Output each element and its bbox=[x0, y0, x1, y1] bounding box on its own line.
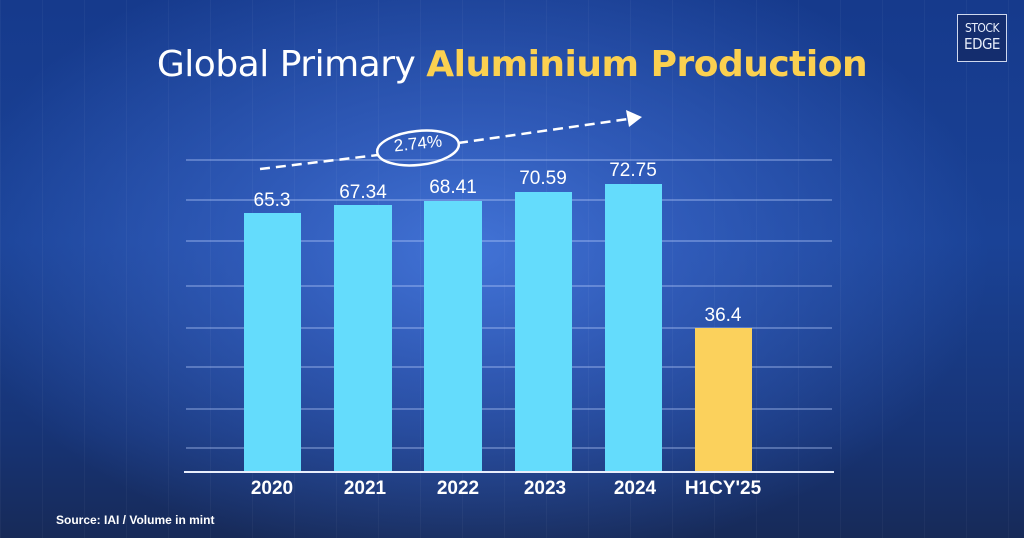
x-label-2020: 2020 bbox=[250, 478, 294, 499]
bar-2021 bbox=[334, 205, 392, 472]
bar-2020 bbox=[244, 213, 301, 472]
value-label-2023: 70.59 bbox=[519, 168, 567, 189]
stockedge-logo: STOCK EDGE bbox=[957, 14, 1007, 62]
value-label-2024: 72.75 bbox=[609, 160, 657, 181]
chart-title: Global Primary Aluminium Production bbox=[0, 44, 1024, 85]
gridline bbox=[186, 240, 832, 242]
x-label-2024: 2024 bbox=[613, 478, 657, 499]
bar-2024 bbox=[605, 184, 662, 472]
value-label-2020: 65.3 bbox=[253, 190, 291, 211]
bar-2023 bbox=[515, 192, 572, 472]
gridline bbox=[186, 408, 832, 410]
value-label-2022: 68.41 bbox=[429, 177, 477, 198]
chart-title-part2: Aluminium Production bbox=[426, 44, 868, 85]
value-label-h1cy25: 36.4 bbox=[704, 305, 742, 326]
bar-2022 bbox=[424, 201, 482, 472]
gridline bbox=[186, 199, 832, 201]
bar-h1cy25 bbox=[695, 328, 752, 472]
gridline bbox=[186, 366, 832, 368]
x-axis bbox=[184, 471, 834, 473]
x-label-2022: 2022 bbox=[436, 478, 480, 499]
gridline bbox=[186, 447, 832, 449]
gridline bbox=[186, 285, 832, 287]
chart-title-part1: Global Primary bbox=[156, 44, 427, 85]
logo-line2: EDGE bbox=[964, 35, 1000, 53]
value-label-2021: 67.34 bbox=[339, 182, 387, 203]
x-label-2021: 2021 bbox=[343, 478, 387, 499]
source-note: Source: IAI / Volume in mint bbox=[56, 513, 215, 527]
gridline bbox=[186, 159, 832, 161]
logo-line1: STOCK bbox=[964, 21, 1000, 35]
x-label-h1cy25: H1CY'25 bbox=[684, 478, 762, 499]
gridline bbox=[186, 327, 832, 329]
x-label-2023: 2023 bbox=[523, 478, 567, 499]
